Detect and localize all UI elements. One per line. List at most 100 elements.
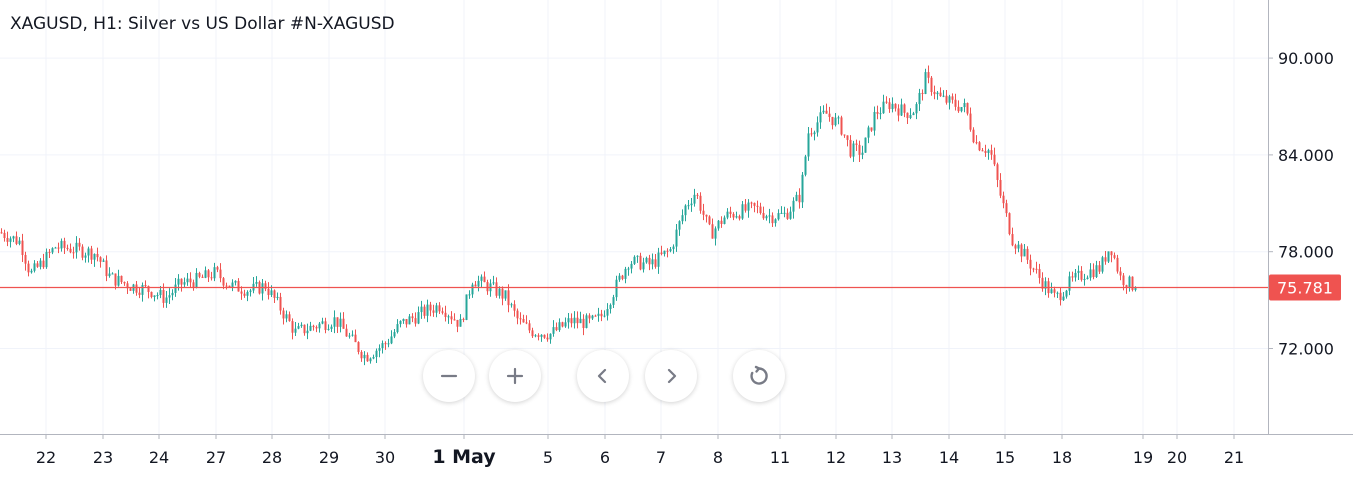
candle [57, 242, 60, 254]
candle [435, 302, 438, 318]
candle [723, 215, 726, 225]
candle [972, 127, 975, 144]
candle [297, 322, 300, 330]
zoom-out-button[interactable] [423, 350, 475, 402]
candle [603, 310, 606, 318]
candle [1029, 254, 1032, 276]
candle [453, 313, 456, 321]
candle [306, 323, 309, 340]
candle [567, 312, 570, 329]
candle [12, 235, 15, 243]
x-tick-label: 19 [1133, 448, 1153, 467]
candle [381, 340, 384, 354]
candle [1068, 271, 1071, 296]
candle [549, 333, 552, 344]
candle [786, 208, 789, 220]
candle [186, 272, 189, 286]
candle [630, 260, 633, 274]
candle [213, 262, 216, 282]
x-tick-label: 23 [93, 448, 113, 467]
candle [873, 106, 876, 136]
candle [837, 115, 840, 125]
candle [1077, 265, 1080, 281]
candle [69, 243, 72, 254]
candle [342, 312, 345, 329]
current-price-badge: 75.781 [1269, 274, 1341, 301]
candle [858, 140, 861, 163]
candle [204, 266, 207, 279]
candle [426, 299, 429, 323]
candle [777, 209, 780, 221]
candle [1113, 252, 1116, 260]
candle [210, 271, 213, 281]
candle [363, 351, 366, 366]
candle [945, 89, 948, 105]
candle [573, 311, 576, 329]
candle [420, 300, 423, 319]
candle [831, 116, 834, 130]
candle [888, 98, 891, 113]
candle [864, 137, 867, 153]
candle [555, 322, 558, 332]
candle [975, 135, 978, 145]
candle [351, 330, 354, 337]
candle [1002, 191, 1005, 209]
candle [1095, 260, 1098, 278]
candle [315, 325, 318, 333]
candle [696, 192, 699, 200]
candle [1041, 272, 1044, 292]
candle [474, 281, 477, 287]
candle [219, 263, 222, 283]
candle [1026, 246, 1029, 265]
zoom-in-button[interactable] [489, 350, 541, 402]
candle [672, 244, 675, 254]
candle [780, 206, 783, 214]
candle [324, 317, 327, 334]
scroll-right-button[interactable] [645, 350, 697, 402]
scroll-left-button[interactable] [577, 350, 629, 402]
candle [276, 292, 279, 301]
candle [399, 320, 402, 328]
candle [639, 252, 642, 271]
candle [735, 211, 738, 219]
candle [861, 145, 864, 160]
candle [360, 350, 363, 362]
candle [690, 197, 693, 212]
candle [687, 200, 690, 210]
candle [1062, 291, 1065, 301]
candle [756, 200, 759, 214]
candle [123, 281, 126, 286]
candle [300, 322, 303, 328]
candle [1050, 282, 1053, 294]
candle [1104, 250, 1107, 265]
candle [534, 334, 537, 338]
candle [759, 202, 762, 215]
candle [144, 280, 147, 288]
candle [558, 318, 561, 332]
candle [825, 103, 828, 114]
candle [600, 309, 603, 322]
candle [963, 98, 966, 113]
candle [606, 303, 609, 321]
candle [447, 314, 450, 324]
candle [141, 282, 144, 302]
candle [750, 201, 753, 209]
candle [531, 327, 534, 338]
reset-chart-button[interactable] [733, 350, 785, 402]
candle [1017, 240, 1020, 253]
candle [651, 253, 654, 270]
candle [462, 317, 465, 323]
candle [201, 274, 204, 279]
candle [177, 274, 180, 291]
candle [951, 93, 954, 104]
candle [87, 246, 90, 263]
candle [198, 271, 201, 279]
candle [1107, 251, 1110, 263]
candle [579, 311, 582, 324]
candle [822, 105, 825, 114]
candle [702, 203, 705, 221]
candle [633, 255, 636, 265]
candle [111, 272, 114, 275]
candle [120, 275, 123, 285]
candle [834, 113, 837, 127]
